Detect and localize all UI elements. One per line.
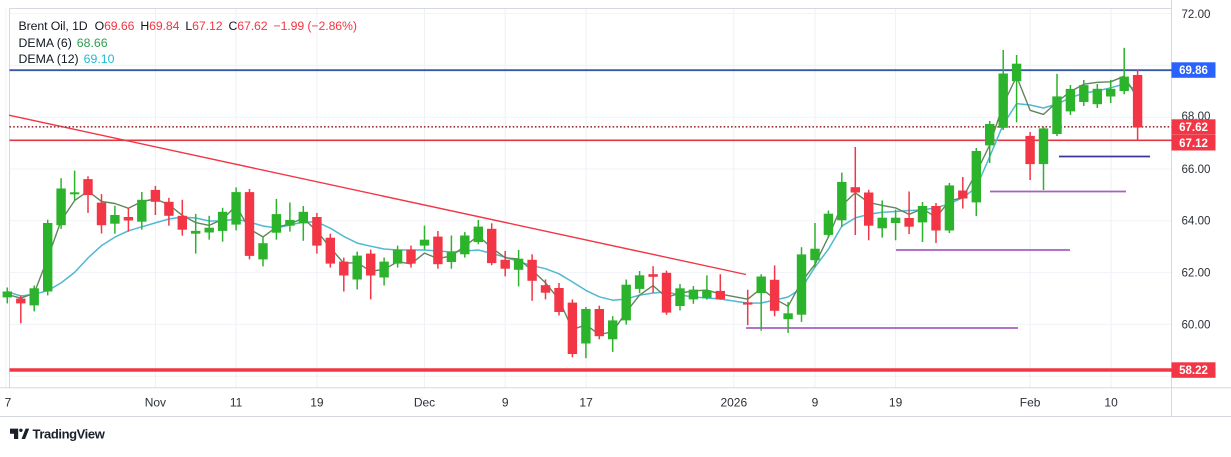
svg-text:7: 7	[5, 396, 12, 410]
svg-text:TradingView: TradingView	[33, 426, 106, 441]
svg-text:62.00: 62.00	[1181, 267, 1210, 280]
svg-text:67.12: 67.12	[1179, 138, 1208, 150]
svg-text:60.00: 60.00	[1181, 319, 1210, 332]
svg-text:67.62: 67.62	[1179, 122, 1208, 134]
svg-text:2026: 2026	[720, 396, 747, 410]
svg-text:19: 19	[889, 396, 903, 410]
svg-text:66.00: 66.00	[1181, 163, 1210, 176]
svg-text:DEMA (12)69.10: DEMA (12) 69.10	[19, 52, 115, 66]
svg-text:69.86: 69.86	[1179, 65, 1208, 77]
svg-text:Feb: Feb	[1020, 396, 1041, 410]
svg-text:17: 17	[579, 396, 593, 410]
svg-text:DEMA (6)68.66: DEMA (6) 68.66	[19, 36, 108, 50]
svg-text:58.22: 58.22	[1179, 365, 1208, 377]
svg-text:10: 10	[1104, 396, 1118, 410]
svg-text:Dec: Dec	[414, 396, 435, 410]
svg-text:Nov: Nov	[145, 396, 166, 410]
svg-text:64.00: 64.00	[1181, 215, 1210, 228]
svg-text:72.00: 72.00	[1181, 8, 1210, 21]
svg-text:9: 9	[812, 396, 819, 410]
svg-text:9: 9	[502, 396, 509, 410]
svg-text:19: 19	[310, 396, 324, 410]
svg-text:11: 11	[230, 396, 243, 410]
